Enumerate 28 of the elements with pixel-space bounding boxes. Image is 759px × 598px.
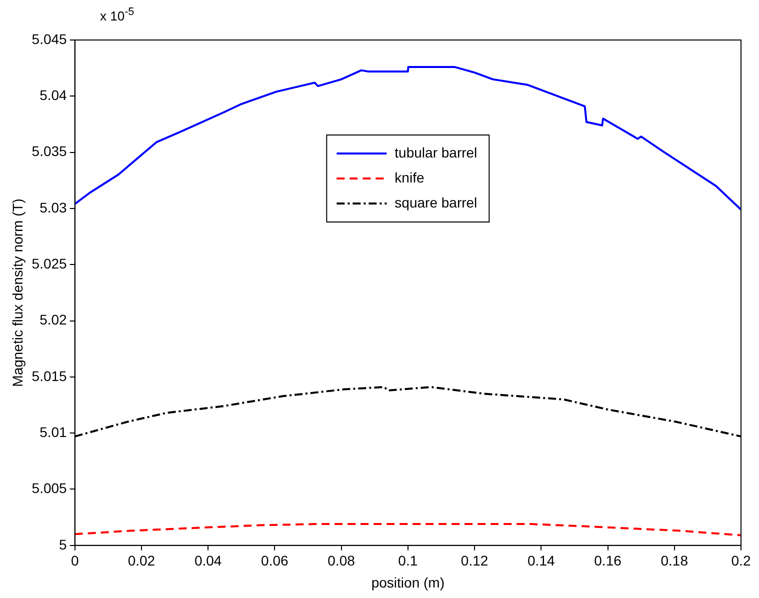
y-tick-label: 5.015 — [32, 368, 68, 384]
x-tick-label: 0 — [70, 552, 79, 569]
x-tick-label: 0.2 — [731, 552, 751, 569]
x-tick-label: 0.18 — [660, 552, 688, 569]
x-tick-label: 0.06 — [261, 552, 289, 569]
line-series — [74, 523, 741, 536]
text: x 10$^{-5}$ — [100, 6, 134, 24]
y-tick-label: 5.02 — [40, 312, 68, 328]
y-tick-label: 5.03 — [40, 199, 68, 216]
y-tick-label: 5.01 — [40, 424, 68, 440]
legend-label: tubular barrel — [394, 144, 478, 160]
y-axis-title: Magnetic flux density norm (T) — [9, 198, 26, 387]
x-tick-label: 0.04 — [194, 552, 222, 569]
y-tick-label: 5.005 — [32, 480, 68, 496]
y-tick-label: 5.04 — [40, 87, 68, 104]
x-tick-label: 0.1 — [398, 552, 418, 569]
x-tick-label: 0.12 — [460, 552, 488, 569]
y-tick-label: 5.035 — [32, 143, 68, 160]
y-tick-label: 5.045 — [32, 30, 68, 47]
x-tick-label: 0.16 — [594, 552, 622, 569]
x-axis-title: position (m) — [371, 574, 444, 590]
x-tick-label: 0.02 — [128, 552, 156, 569]
x-tick-label: 0.14 — [528, 552, 555, 569]
y-tick-label: 5 — [59, 536, 68, 552]
y-tick-label: 5.025 — [32, 255, 68, 272]
x-tick-label: 0.08 — [328, 552, 356, 569]
legend-label: knife — [394, 169, 424, 186]
legend-label: square barrel — [394, 194, 478, 210]
